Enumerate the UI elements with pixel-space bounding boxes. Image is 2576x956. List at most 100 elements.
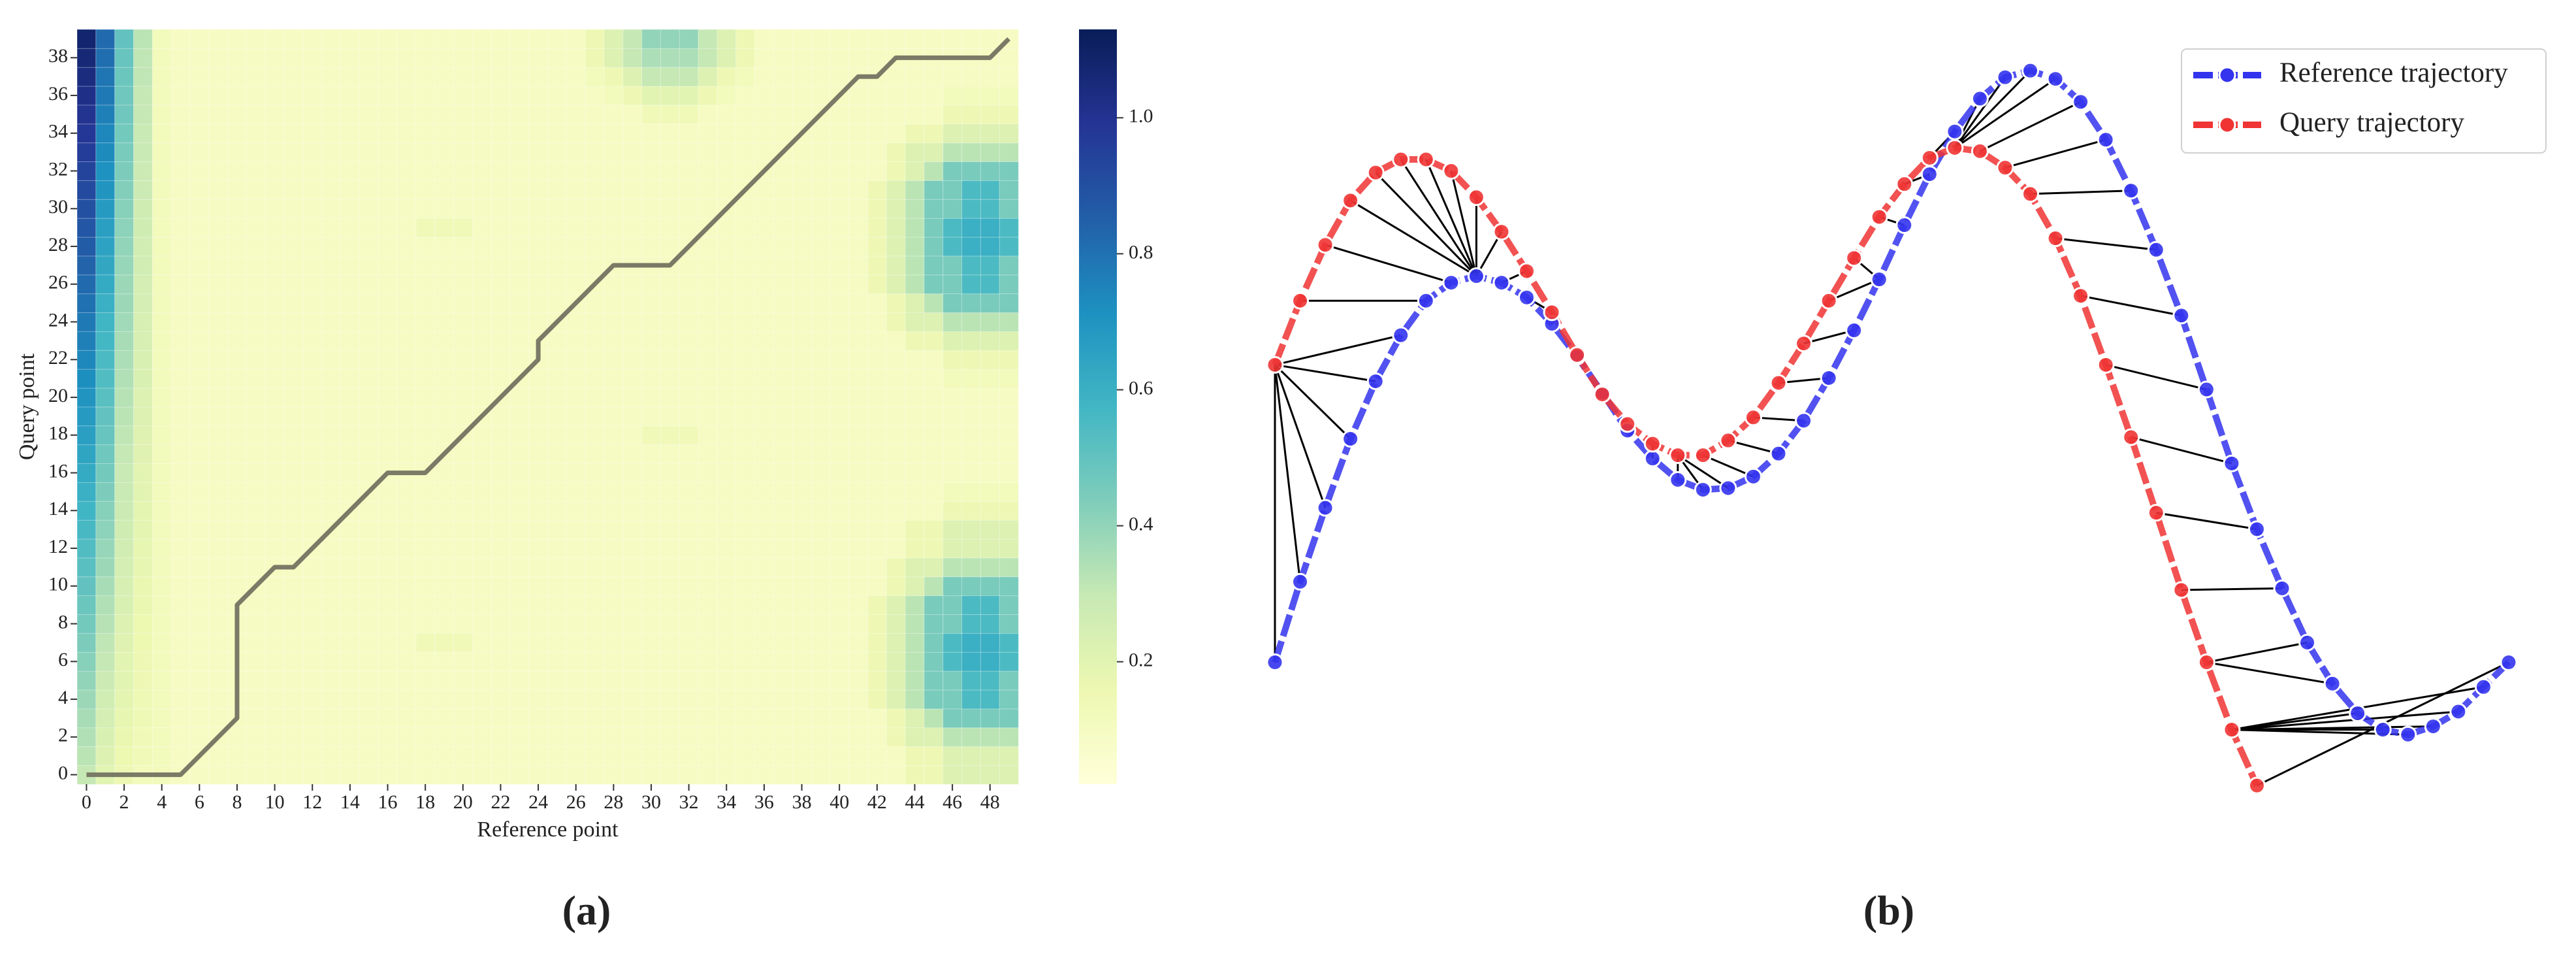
warp-connector [1450, 171, 1477, 276]
heatmap-cell [528, 387, 549, 408]
heatmap-cell [867, 576, 888, 597]
heatmap-cell [886, 425, 906, 446]
heatmap-cell [566, 708, 587, 729]
heatmap-cell [76, 557, 97, 578]
heatmap-cell [453, 651, 474, 672]
heatmap-cell [698, 406, 718, 427]
heatmap-cell [528, 651, 549, 672]
heatmap-cell [396, 614, 417, 634]
heatmap-cell [152, 444, 172, 465]
heatmap-cell [453, 86, 474, 106]
heatmap-cell [942, 463, 963, 483]
series-marker [1920, 165, 1939, 184]
heatmap-cell [942, 387, 963, 408]
heatmap-cell [622, 538, 643, 559]
heatmap-cell [604, 67, 624, 87]
heatmap-cell [829, 576, 850, 597]
heatmap-cell [735, 312, 756, 332]
heatmap-cell [604, 614, 624, 634]
heatmap-cell [472, 765, 492, 785]
heatmap-cell [961, 369, 982, 389]
heatmap-cell [792, 350, 812, 370]
heatmap-cell [848, 237, 869, 257]
heatmap-cell [283, 255, 304, 276]
x-tick-label: 32 [679, 791, 699, 813]
heatmap-cell [980, 387, 1001, 408]
heatmap-cell [302, 482, 323, 502]
heatmap-cell [265, 576, 285, 597]
heatmap-cell [283, 633, 304, 653]
heatmap-cell [754, 123, 775, 144]
heatmap-cell [453, 595, 474, 616]
heatmap-cell [942, 727, 963, 748]
series-marker [1870, 271, 1888, 289]
heatmap-cell [735, 746, 756, 766]
heatmap-cell [566, 689, 587, 710]
heatmap-cell [622, 765, 643, 785]
heatmap-cell [378, 237, 398, 257]
heatmap-cell [792, 501, 812, 521]
heatmap-cell [905, 670, 925, 691]
heatmap-cell [811, 501, 831, 521]
heatmap-cell [208, 255, 229, 276]
heatmap-cell [660, 331, 681, 351]
heatmap-cell [716, 746, 737, 766]
heatmap-cell [566, 519, 587, 540]
heatmap-cell [547, 576, 568, 597]
heatmap-cell [453, 576, 474, 597]
heatmap-cell [848, 633, 869, 653]
heatmap-cell [246, 746, 266, 766]
heatmap-cell [528, 501, 549, 521]
heatmap-cell [321, 727, 342, 748]
heatmap-cell [321, 576, 342, 597]
heatmap-cell [773, 519, 794, 540]
heatmap-cell [246, 765, 266, 785]
series-marker [1845, 321, 1863, 340]
heatmap-cell [773, 161, 794, 181]
heatmap-cell [509, 463, 530, 483]
heatmap-cell [886, 708, 906, 729]
heatmap-cell [509, 142, 530, 163]
heatmap-cell [754, 331, 775, 351]
heatmap-cell [848, 576, 869, 597]
heatmap-cell [604, 595, 624, 616]
heatmap-cell [76, 670, 97, 691]
heatmap-cell [415, 557, 436, 578]
heatmap-cell [735, 519, 756, 540]
heatmap-cell [491, 557, 511, 578]
heatmap-cell [604, 199, 624, 219]
warp-connector [1954, 78, 2056, 149]
heatmap-cell [453, 406, 474, 427]
heatmap-cell [886, 557, 906, 578]
heatmap-cell [227, 387, 248, 408]
heatmap-cell [114, 670, 135, 691]
heatmap-cell [924, 651, 944, 672]
heatmap-cell [396, 765, 417, 785]
series-marker [1769, 444, 1788, 463]
heatmap-cell [735, 123, 756, 144]
heatmap-cell [491, 746, 511, 766]
heatmap-cell [867, 727, 888, 748]
heatmap-cell [283, 519, 304, 540]
heatmap-cell [528, 727, 549, 748]
series-marker [1669, 446, 1687, 465]
heatmap-cell [208, 444, 229, 465]
heatmap-cell [95, 501, 116, 521]
heatmap-cell [415, 651, 436, 672]
heatmap-cell [980, 670, 1001, 691]
heatmap-cell [792, 444, 812, 465]
heatmap-cell [829, 708, 850, 729]
heatmap-cell [76, 746, 97, 766]
heatmap-cell [340, 218, 361, 238]
heatmap-cell [76, 274, 97, 295]
heatmap-cell [189, 614, 210, 634]
colorbar-tick-label: 0.8 [1129, 241, 1153, 263]
heatmap-cell [246, 651, 266, 672]
heatmap-cell [811, 67, 831, 87]
heatmap-cell [961, 482, 982, 502]
series-marker [1694, 480, 1712, 499]
x-tick-label: 42 [867, 791, 887, 813]
series-marker [1518, 262, 1536, 280]
heatmap-cell [133, 48, 153, 68]
